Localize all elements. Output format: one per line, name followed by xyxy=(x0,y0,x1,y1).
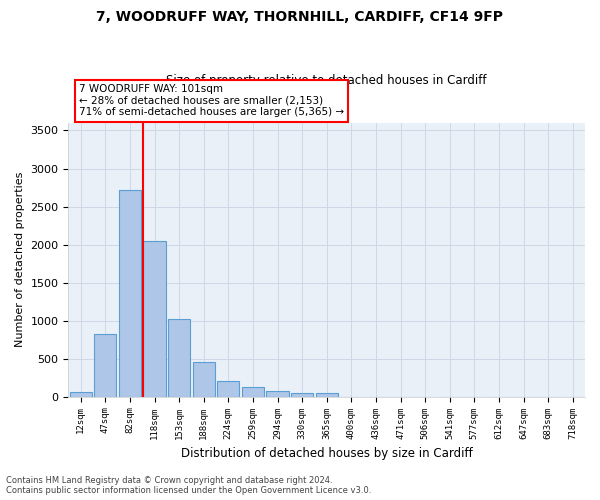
Y-axis label: Number of detached properties: Number of detached properties xyxy=(15,172,25,348)
Bar xyxy=(291,392,313,396)
Text: Contains HM Land Registry data © Crown copyright and database right 2024.
Contai: Contains HM Land Registry data © Crown c… xyxy=(6,476,371,495)
X-axis label: Distribution of detached houses by size in Cardiff: Distribution of detached houses by size … xyxy=(181,447,473,460)
Bar xyxy=(193,362,215,396)
Bar xyxy=(94,334,116,396)
Text: 7, WOODRUFF WAY, THORNHILL, CARDIFF, CF14 9FP: 7, WOODRUFF WAY, THORNHILL, CARDIFF, CF1… xyxy=(97,10,503,24)
Title: Size of property relative to detached houses in Cardiff: Size of property relative to detached ho… xyxy=(166,74,487,87)
Bar xyxy=(266,392,289,396)
Bar xyxy=(168,319,190,396)
Text: 7 WOODRUFF WAY: 101sqm
← 28% of detached houses are smaller (2,153)
71% of semi-: 7 WOODRUFF WAY: 101sqm ← 28% of detached… xyxy=(79,84,344,117)
Bar xyxy=(119,190,141,396)
Bar xyxy=(242,387,264,396)
Bar xyxy=(70,392,92,396)
Bar xyxy=(316,393,338,396)
Bar xyxy=(143,241,166,396)
Bar xyxy=(217,381,239,396)
